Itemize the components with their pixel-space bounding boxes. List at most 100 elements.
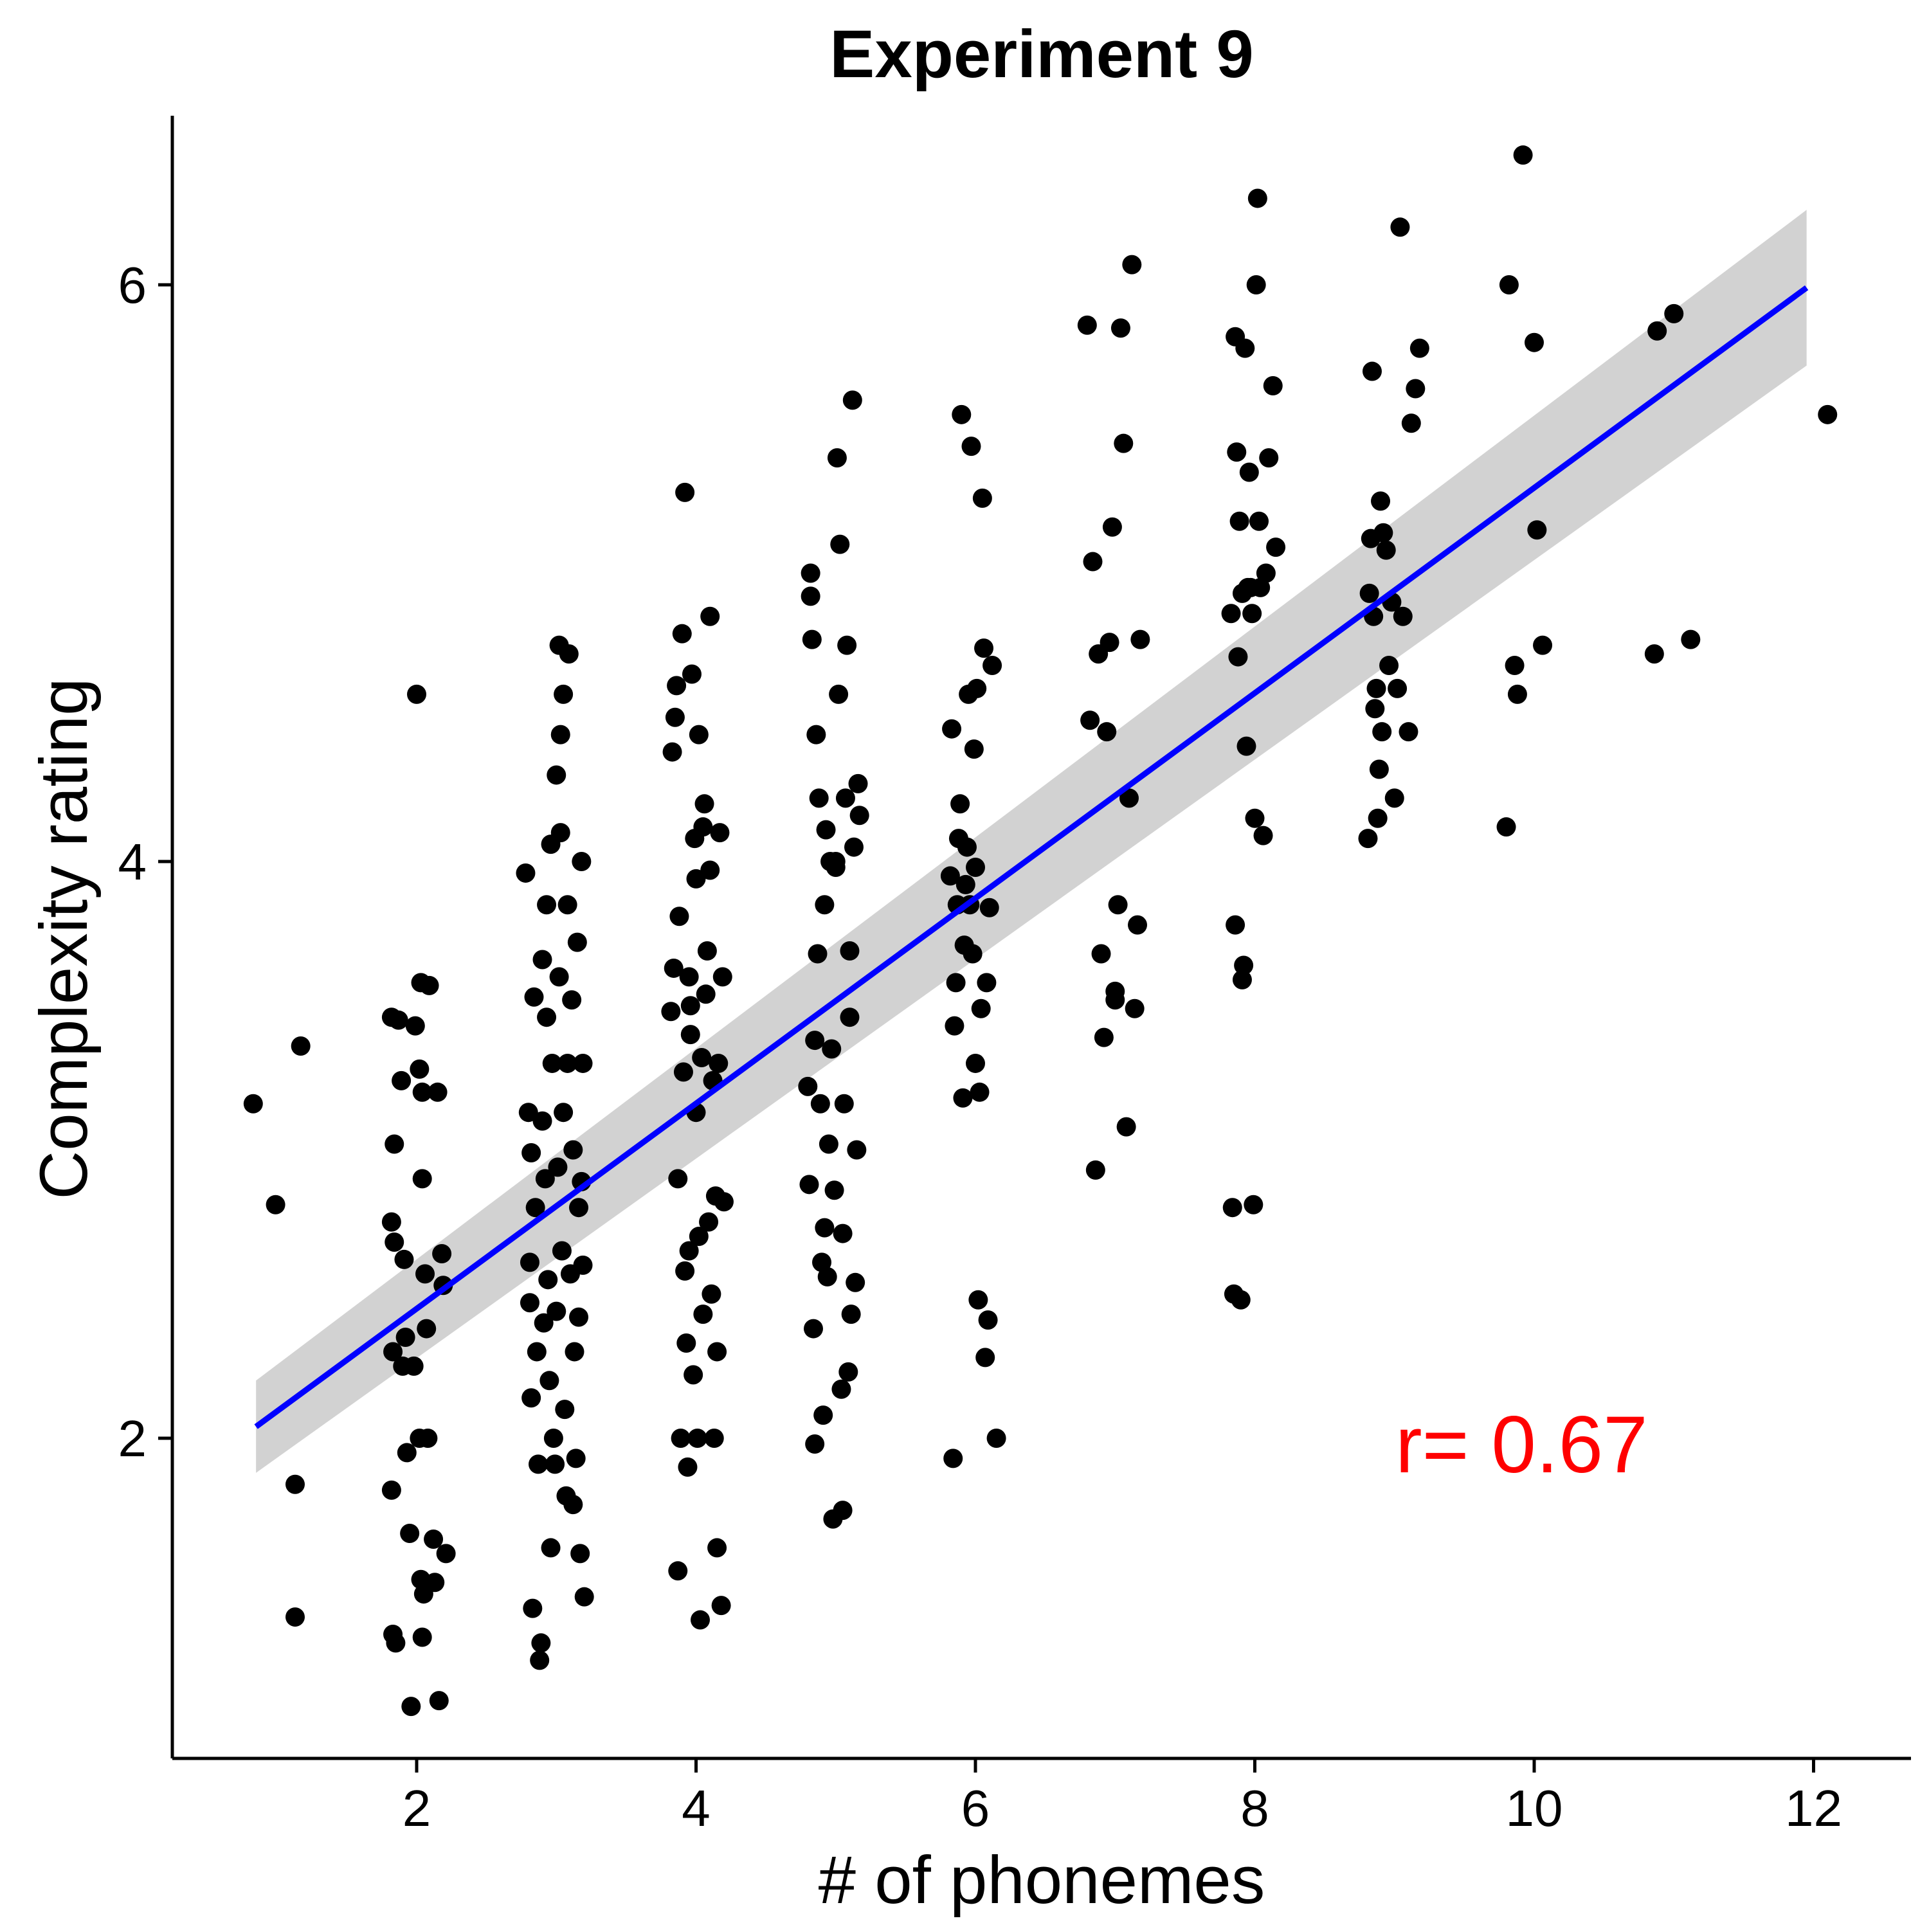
data-point <box>567 932 587 952</box>
data-point <box>419 975 439 995</box>
data-point <box>291 1036 311 1056</box>
data-point <box>826 852 846 871</box>
data-point <box>693 1305 713 1324</box>
data-point <box>950 794 970 814</box>
data-point <box>1229 511 1249 531</box>
data-point <box>977 973 997 993</box>
data-point <box>1232 970 1252 989</box>
data-point <box>395 1328 415 1348</box>
data-point <box>816 820 836 840</box>
data-point <box>946 973 966 993</box>
data-point <box>534 1313 554 1333</box>
data-point <box>668 1169 688 1189</box>
data-point <box>679 1241 699 1261</box>
data-point <box>569 1198 589 1218</box>
data-point <box>801 563 820 583</box>
data-point <box>1406 379 1426 399</box>
data-point <box>550 725 570 745</box>
data-point <box>1399 722 1418 742</box>
data-point <box>808 944 828 964</box>
data-point <box>833 1223 853 1243</box>
data-point <box>541 835 561 854</box>
data-point <box>697 941 717 961</box>
data-point <box>1080 710 1100 730</box>
confidence-band-layer <box>256 210 1807 1473</box>
data-point <box>547 765 566 785</box>
data-point <box>521 1142 541 1162</box>
data-point <box>527 1342 547 1362</box>
data-point <box>521 1388 541 1408</box>
data-point <box>1259 448 1279 468</box>
y-tick-label: 6 <box>118 257 147 314</box>
data-point <box>532 950 552 970</box>
data-point <box>1376 540 1396 560</box>
data-point <box>1244 1195 1263 1214</box>
data-point <box>1125 998 1145 1018</box>
data-point <box>549 967 569 987</box>
data-point <box>702 1284 721 1304</box>
y-tick-label: 4 <box>118 833 147 890</box>
correlation-annotation: r= 0.67 <box>1395 1400 1648 1490</box>
data-point <box>1227 442 1247 462</box>
data-point <box>1222 1198 1242 1218</box>
fit-line-layer <box>254 285 1809 1429</box>
data-point <box>570 1544 590 1564</box>
data-point <box>694 794 714 814</box>
data-point <box>801 586 820 606</box>
data-point <box>404 1356 424 1376</box>
data-point <box>668 1561 688 1581</box>
data-point <box>1644 644 1664 664</box>
data-point <box>532 1111 552 1131</box>
data-point <box>1384 788 1404 808</box>
data-point <box>1119 788 1139 808</box>
data-point <box>1083 552 1103 572</box>
data-point <box>542 1053 562 1073</box>
data-point <box>1234 955 1254 975</box>
points-layer <box>243 145 1838 1717</box>
data-point <box>554 684 574 704</box>
data-point <box>1226 327 1245 347</box>
data-point <box>385 1232 404 1252</box>
x-tick-label: 2 <box>403 1780 431 1837</box>
data-point <box>682 664 702 684</box>
data-point <box>410 1059 430 1079</box>
data-point <box>1122 255 1142 275</box>
data-point <box>684 1365 703 1385</box>
data-point <box>1513 145 1533 165</box>
chart-title: Experiment 9 <box>829 17 1253 92</box>
data-point <box>1239 462 1259 482</box>
data-point <box>1247 188 1267 208</box>
data-point <box>1818 404 1838 424</box>
data-point <box>1226 915 1245 935</box>
data-point <box>846 1272 865 1292</box>
data-point <box>712 967 732 987</box>
data-point <box>243 1094 263 1114</box>
data-point <box>397 1443 417 1463</box>
data-point <box>710 823 730 843</box>
data-point <box>813 1405 833 1425</box>
data-point <box>940 866 960 886</box>
data-point <box>664 958 684 978</box>
data-point <box>1249 511 1269 531</box>
data-point <box>525 1198 545 1218</box>
data-point <box>665 707 685 727</box>
data-point <box>1409 338 1429 358</box>
data-point <box>1105 990 1125 1010</box>
data-point <box>711 1596 731 1616</box>
data-point <box>963 944 983 964</box>
data-point <box>516 863 536 883</box>
data-point <box>687 1429 707 1448</box>
data-point <box>700 606 720 626</box>
data-point <box>563 1495 583 1515</box>
data-point <box>661 1002 681 1022</box>
data-point <box>428 1082 448 1102</box>
data-point <box>964 739 984 759</box>
data-point <box>676 1333 696 1353</box>
data-point <box>1108 895 1128 915</box>
data-point <box>844 837 864 857</box>
data-point <box>400 1524 420 1544</box>
data-point <box>966 857 985 877</box>
data-point <box>662 742 682 762</box>
data-point <box>562 990 582 1010</box>
data-point <box>555 1400 575 1420</box>
